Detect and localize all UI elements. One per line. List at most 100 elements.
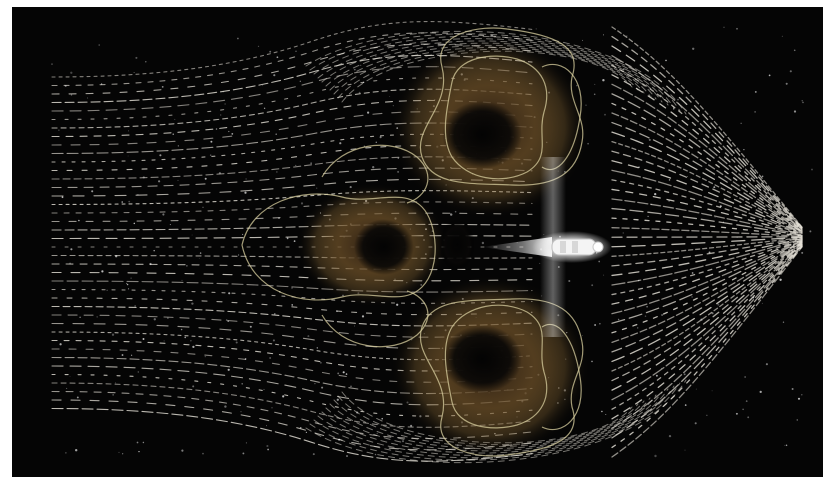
flow-particle (753, 297, 754, 298)
flow-particle (130, 277, 131, 278)
flow-particle (219, 172, 221, 174)
flow-particle (128, 156, 129, 157)
flow-particle (669, 435, 671, 437)
flow-particle (242, 234, 243, 235)
flow-particle (134, 72, 135, 73)
flow-particle (273, 339, 275, 341)
flow-particle (310, 162, 311, 163)
flow-particle (59, 343, 61, 345)
flow-particle (241, 383, 243, 385)
flow-particle (604, 114, 606, 116)
flow-particle (603, 34, 604, 35)
flow-particle (162, 213, 164, 215)
flow-particle (275, 133, 277, 135)
flow-particle (138, 371, 139, 372)
flow-particle (97, 316, 98, 317)
flow-particle (143, 442, 144, 443)
flow-particle (359, 92, 361, 94)
flow-particle (199, 258, 200, 259)
flow-particle (226, 319, 228, 321)
flow-particle (266, 445, 268, 447)
flow-particle (758, 253, 759, 254)
flow-particle (790, 70, 792, 72)
flow-particle (66, 388, 67, 389)
flow-particle (182, 280, 183, 281)
flow-particle (70, 248, 72, 250)
flow-particle (692, 272, 694, 274)
flow-particle (646, 306, 648, 308)
flow-particle (338, 439, 340, 441)
flow-particle (786, 83, 788, 85)
flow-particle (755, 187, 756, 188)
flow-particle (128, 130, 129, 131)
flow-particle (159, 154, 161, 156)
flow-particle (167, 317, 168, 318)
flow-particle (300, 427, 302, 429)
flow-particle (769, 75, 771, 77)
flow-particle (665, 60, 667, 62)
flow-particle (317, 347, 318, 348)
flow-particle (410, 425, 412, 427)
flow-particle (320, 362, 322, 364)
flow-particle (192, 235, 193, 236)
flow-particle (264, 108, 265, 109)
flow-particle (381, 418, 383, 420)
flow-particle (741, 123, 742, 124)
flow-particle (802, 102, 804, 104)
flow-particle (720, 205, 722, 207)
flow-particle (128, 288, 129, 289)
flow-particle (598, 261, 600, 263)
flow-particle (356, 412, 358, 414)
flow-particle (267, 449, 269, 451)
flow-particle (656, 375, 658, 377)
flow-particle (216, 128, 218, 130)
flow-particle (594, 324, 596, 326)
flow-particle (626, 36, 627, 37)
flow-particle (618, 319, 619, 320)
flow-particle (274, 313, 275, 314)
flow-particle (755, 91, 757, 93)
flow-particle (482, 242, 484, 244)
flow-particle (223, 91, 224, 92)
flow-particle (282, 395, 284, 397)
flow-particle (277, 56, 279, 58)
flow-particle (295, 165, 296, 166)
flow-particle (377, 433, 378, 434)
flow-particle (178, 180, 179, 181)
flow-particle (87, 97, 88, 98)
flow-particle (649, 139, 651, 141)
flow-particle (70, 376, 71, 377)
flow-particle (191, 302, 193, 304)
flow-particle (792, 388, 794, 390)
flow-particle (134, 223, 136, 225)
flow-particle (375, 56, 376, 57)
flow-particle (75, 449, 77, 451)
flow-particle (246, 442, 247, 443)
flow-particle (192, 346, 194, 348)
flow-particle (397, 171, 399, 173)
flow-particle (700, 319, 702, 321)
flow-particle (339, 142, 341, 144)
flow-particle (278, 217, 279, 218)
flow-particle (115, 255, 117, 257)
flow-particle (651, 96, 652, 97)
flow-particle (137, 442, 139, 444)
flow-particle (669, 179, 671, 181)
flow-particle (742, 409, 743, 410)
flow-particle (783, 322, 784, 323)
flow-particle (154, 318, 156, 320)
flow-particle (692, 48, 694, 50)
flow-particle (301, 202, 303, 204)
flow-particle (145, 61, 146, 62)
flow-particle (184, 337, 186, 339)
flow-particle (202, 453, 204, 455)
flow-particle (119, 452, 120, 453)
flow-particle (228, 292, 230, 294)
flow-particle (744, 376, 745, 377)
flow-particle (801, 394, 802, 395)
flow-particle (174, 119, 175, 120)
flow-particle (736, 28, 738, 30)
flow-particle (271, 407, 272, 408)
flow-particle (58, 130, 59, 131)
flow-particle (743, 149, 744, 150)
